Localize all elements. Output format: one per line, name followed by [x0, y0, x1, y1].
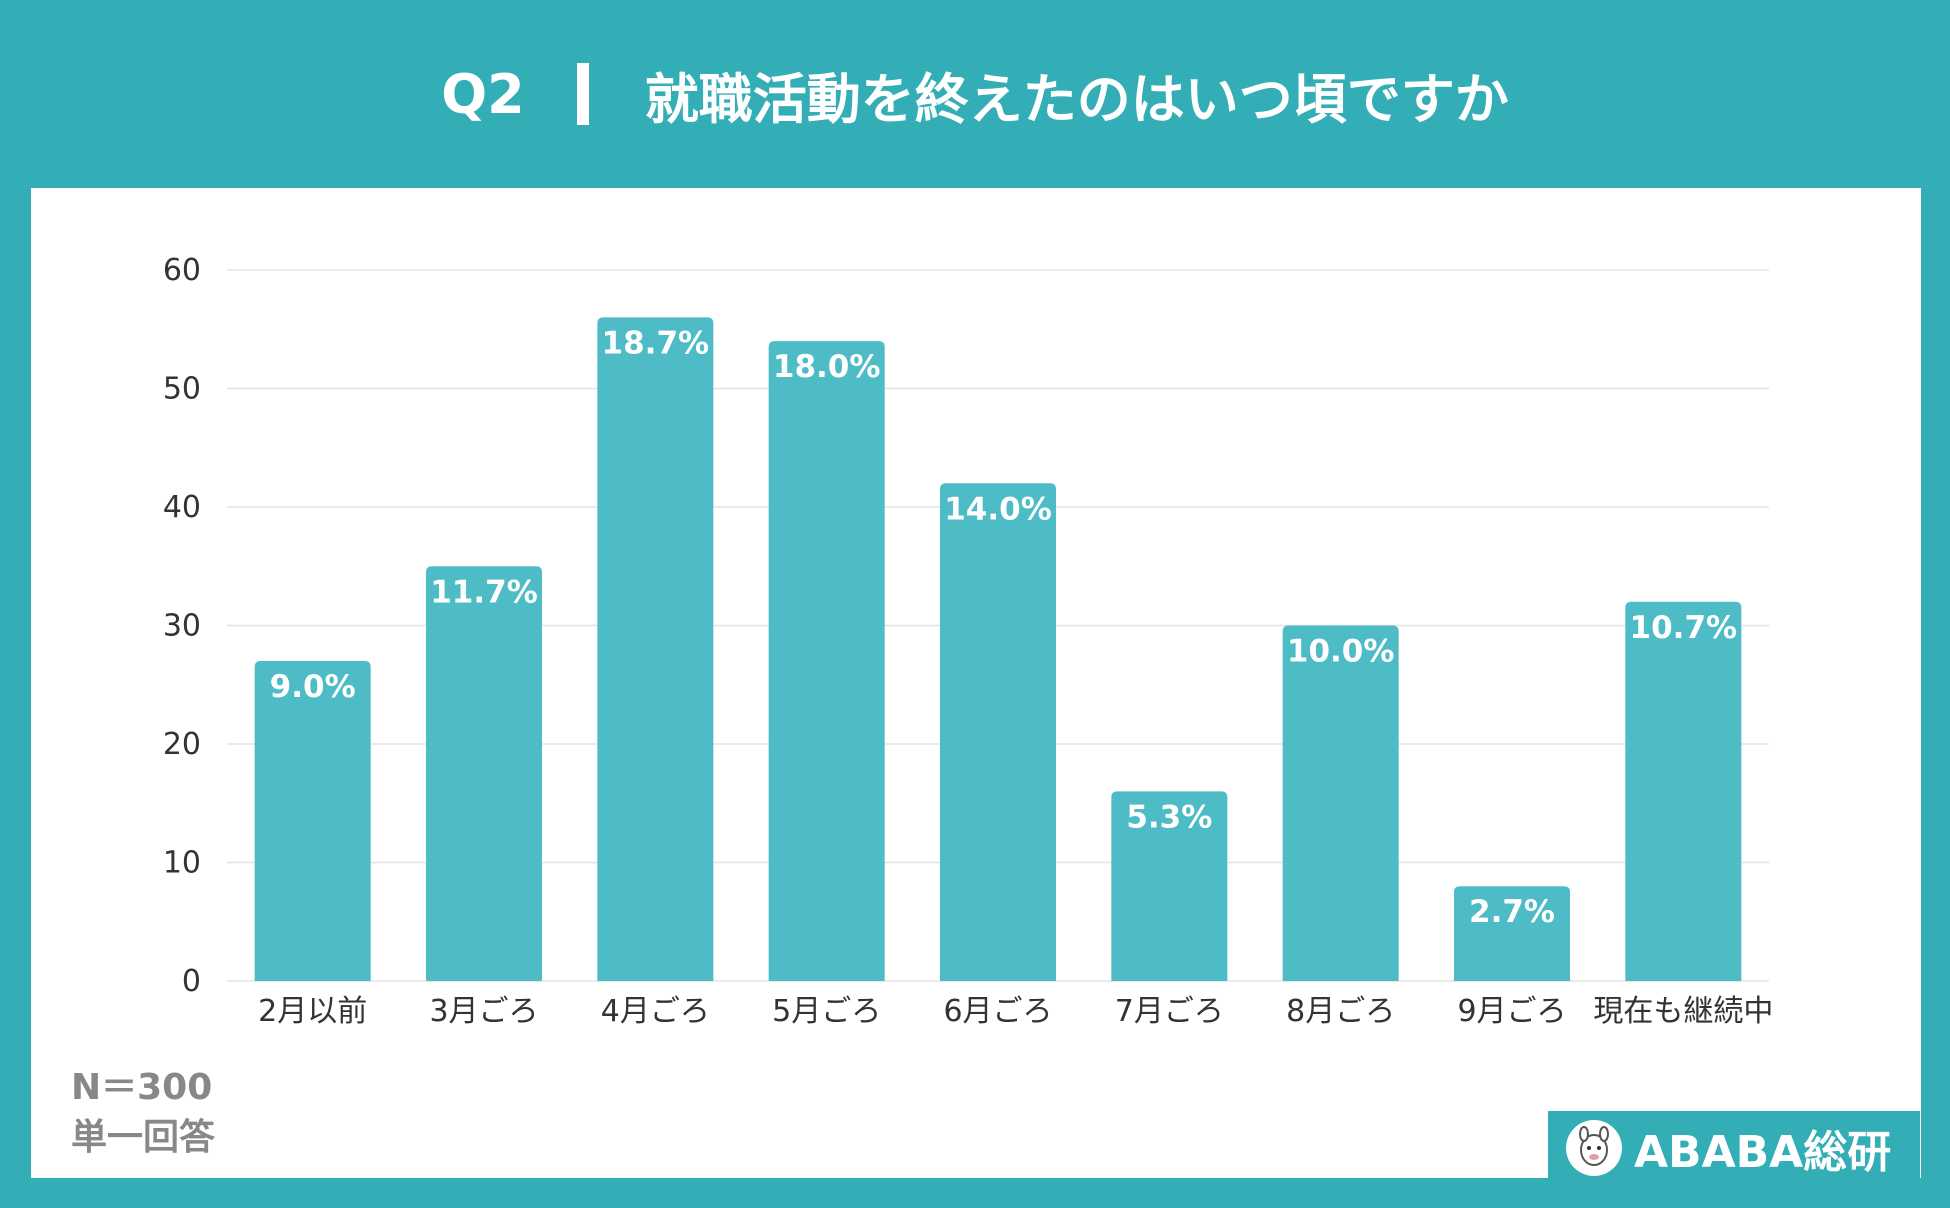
- question-number: Q2: [441, 62, 525, 126]
- bar: [597, 317, 714, 981]
- y-tick-label: 30: [163, 609, 201, 644]
- y-tick-label: 60: [163, 253, 201, 288]
- data-label: 10.0%: [1287, 634, 1395, 670]
- bar-chart: 0 10 20 30 40 50 60 9.0% 2月以前 11.7% 3月ごろ 18.7% 4月ごろ 1…: [163, 253, 1774, 1029]
- x-tick-label: 6月ごろ: [943, 994, 1052, 1029]
- chart-header: Q2 就職活動を終えたのはいつ頃ですか: [0, 0, 1950, 188]
- page-title: 就職活動を終えたのはいつ頃ですか: [644, 67, 1509, 131]
- bar: [1454, 886, 1570, 981]
- data-label: 9.0%: [270, 669, 356, 705]
- y-tick-label: 0: [182, 964, 201, 999]
- bar: [940, 483, 1056, 981]
- answer-type-note: 単一回答: [71, 1117, 216, 1158]
- brand-name: ABABA総研: [1634, 1127, 1892, 1178]
- bar: [1625, 601, 1742, 981]
- sample-size-note: N＝300: [71, 1067, 213, 1108]
- x-tick-label: 8月ごろ: [1286, 994, 1395, 1029]
- data-label: 5.3%: [1126, 799, 1212, 835]
- bar: [768, 341, 885, 982]
- header-divider: [576, 63, 589, 125]
- y-tick-label: 40: [163, 490, 201, 525]
- data-label: 14.0%: [944, 491, 1052, 527]
- bar: [254, 661, 371, 981]
- chart-card: 0 10 20 30 40 50 60 9.0% 2月以前 11.7% 3月ごろ 18.7% 4月ごろ 1…: [31, 188, 1921, 1178]
- x-tick-label: 5月ごろ: [772, 994, 881, 1029]
- data-label: 11.7%: [430, 574, 538, 610]
- data-label: 2.7%: [1469, 894, 1555, 930]
- y-tick-label: 20: [163, 727, 201, 762]
- bar: [1111, 791, 1228, 981]
- x-tick-label: 現在も継続中: [1593, 994, 1773, 1029]
- x-tick-label: 9月ごろ: [1457, 994, 1566, 1029]
- x-tick-label: 4月ごろ: [601, 994, 710, 1029]
- y-tick-label: 50: [163, 372, 201, 407]
- x-tick-label: 3月ごろ: [429, 994, 538, 1029]
- y-tick-label: 10: [163, 846, 201, 881]
- bar: [1282, 625, 1399, 981]
- alpaca-icon: [1566, 1120, 1622, 1176]
- bar: [426, 566, 542, 981]
- data-label: 18.7%: [602, 325, 710, 361]
- data-label: 10.7%: [1630, 610, 1738, 646]
- data-label: 18.0%: [773, 349, 881, 385]
- x-tick-label: 7月ごろ: [1115, 994, 1224, 1029]
- brand-logo: ABABA総研: [1548, 1111, 1920, 1185]
- x-tick-label: 2月以前: [258, 994, 367, 1029]
